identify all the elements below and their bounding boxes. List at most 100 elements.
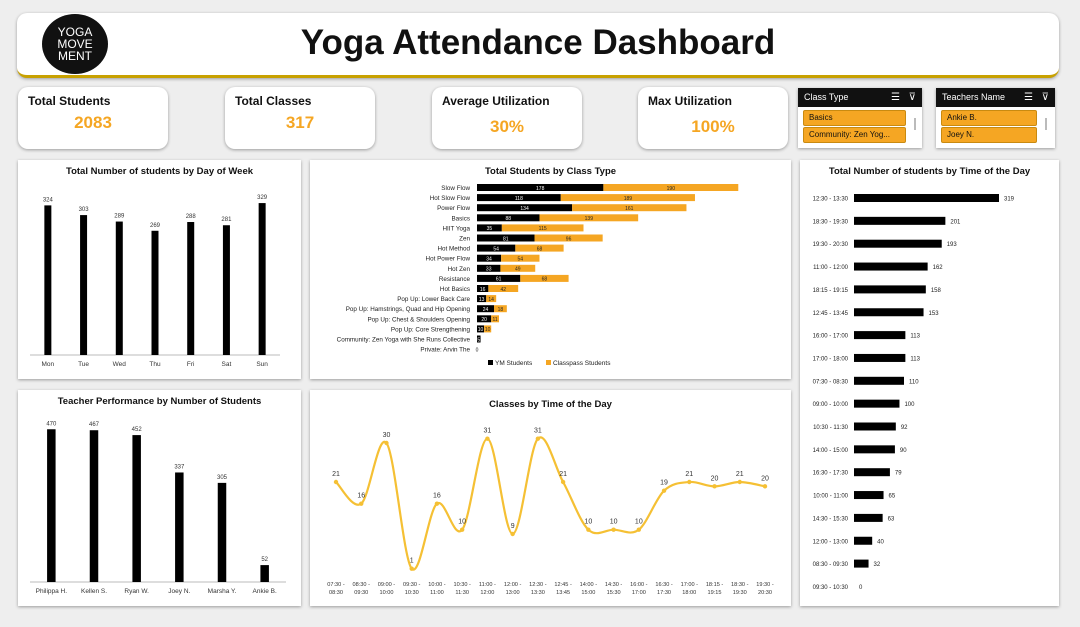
- bar: [854, 376, 904, 385]
- bar: [47, 429, 56, 582]
- category-label: 12:30 - 13:30: [813, 197, 849, 203]
- data-label: 118: [515, 196, 523, 202]
- multi-select-icon[interactable]: ☰: [1024, 92, 1033, 103]
- data-point: [737, 479, 742, 485]
- slicer-scrollbar[interactable]: [1045, 118, 1047, 130]
- data-point: [611, 527, 616, 532]
- tick-label: 18:00: [682, 590, 696, 596]
- tick-label: 12:45 -: [554, 582, 572, 588]
- data-point: [535, 436, 541, 441]
- category-label: Community: Zen Yoga with She Runs Collec…: [337, 337, 471, 344]
- slicer-header: Teachers Name ☰ ⊽: [936, 88, 1055, 107]
- bar: [854, 491, 884, 500]
- data-label: 467: [89, 422, 100, 428]
- data-label: 19: [660, 480, 668, 487]
- data-label: 30: [383, 432, 391, 439]
- data-label: 10: [458, 519, 466, 526]
- data-label: 63: [888, 516, 895, 522]
- tick-label: 14:00 -: [580, 582, 598, 588]
- bar: [151, 230, 159, 355]
- data-label: 54: [493, 246, 499, 252]
- data-label: 319: [1004, 197, 1015, 203]
- bar: [854, 262, 928, 271]
- bar: [854, 239, 942, 248]
- tick-label: Ankie B.: [253, 588, 277, 595]
- bar-segment: [603, 184, 739, 191]
- slicer-item-basics[interactable]: Basics: [803, 110, 906, 126]
- bar-segment: [572, 204, 687, 212]
- chart-title: Classes by Time of the Day: [489, 399, 612, 410]
- tick-label: Thu: [149, 361, 161, 368]
- category-label: Power Flow: [437, 205, 470, 212]
- bar-segment: [477, 224, 502, 232]
- tick-label: 12:30 -: [529, 582, 547, 588]
- tick-label: 19:30 -: [756, 582, 774, 588]
- data-label: 178: [536, 186, 545, 192]
- multi-select-icon[interactable]: ☰: [891, 92, 900, 103]
- kpi-value: 30%: [489, 117, 525, 136]
- bar-segment: [477, 305, 495, 313]
- tick-label: 10:00 -: [428, 582, 446, 588]
- slicer-item-ankie[interactable]: Ankie B.: [941, 110, 1037, 126]
- chart-svg: 324 Mon 303 Tue 289 Wed 269 Thu 288 Fri 281 Sat 329 S…: [30, 195, 280, 368]
- chart-svg: 21 07:30 - 08:30 16 08:30 - 09:30 30 09:00 - 10:…: [327, 428, 774, 596]
- category-label: Private: Arvin The: [420, 347, 470, 354]
- bar-segment: [539, 214, 639, 222]
- bar-segment: [477, 254, 502, 262]
- category-label: 12:00 - 13:00: [813, 539, 849, 545]
- data-label: 190: [667, 186, 676, 192]
- data-label: 158: [931, 288, 942, 294]
- tick-label: Wed: [113, 361, 127, 368]
- slicer-item-joey[interactable]: Joey N.: [941, 127, 1037, 143]
- slicer-item-community[interactable]: Community: Zen Yog...: [803, 127, 906, 143]
- bar: [854, 513, 883, 522]
- tick-label: 12:00 -: [504, 582, 522, 588]
- data-point: [661, 488, 667, 493]
- tick-label: Ryan W.: [124, 588, 149, 595]
- data-label: 269: [150, 223, 161, 229]
- category-label: 10:00 - 11:00: [813, 494, 849, 500]
- data-label: 10: [584, 519, 592, 526]
- slicer-title: Class Type: [804, 92, 849, 102]
- bar-segment: [477, 194, 561, 202]
- kpi-value: 2083: [74, 113, 112, 132]
- bar: [115, 221, 123, 355]
- data-label: 139: [585, 216, 594, 222]
- data-label: 9: [511, 523, 515, 530]
- data-label: 34: [486, 257, 492, 263]
- data-point: [762, 484, 768, 489]
- data-label: 92: [901, 425, 908, 431]
- bar: [854, 285, 926, 294]
- kpi-value: 317: [285, 113, 315, 132]
- tick-label: Philippa H.: [36, 588, 68, 595]
- slicer-teachers-name[interactable]: Teachers Name ☰ ⊽ Ankie B. Joey N.: [936, 88, 1055, 148]
- slicer-scrollbar[interactable]: [914, 118, 916, 130]
- tick-label: 18:30 -: [731, 582, 749, 588]
- bar: [854, 216, 946, 225]
- data-label: 33: [486, 267, 492, 273]
- data-label: 113: [910, 334, 920, 340]
- tick-label: Sat: [222, 361, 232, 368]
- kpi-label: Max Utilization: [648, 94, 733, 108]
- chart-students-by-day: Total Number of students by Day of Week …: [18, 160, 301, 379]
- bar-segment: [477, 184, 604, 191]
- clear-filter-icon[interactable]: ⊽: [1041, 92, 1049, 103]
- tick-label: Sun: [256, 361, 268, 368]
- chart-title: Total Students by Class Type: [484, 166, 617, 177]
- tick-label: 14:30 -: [605, 582, 623, 588]
- clear-filter-icon[interactable]: ⊽: [908, 92, 916, 103]
- data-label: 20: [711, 475, 719, 482]
- category-label: Pop Up: Chest & Shoulders Opening: [367, 316, 470, 323]
- tick-label: 12:00: [480, 590, 494, 596]
- data-label: 21: [736, 471, 744, 478]
- logo-line: MOVE: [57, 37, 93, 51]
- slicer-class-type[interactable]: Class Type ☰ ⊽ Basics Community: Zen Yog…: [798, 88, 922, 148]
- data-label: 21: [685, 471, 693, 478]
- kpi-total-students: Total Students 2083: [18, 87, 168, 149]
- bar-segment: [477, 234, 535, 242]
- data-label: 110: [909, 379, 919, 385]
- bar-segment: [560, 194, 695, 202]
- data-point: [636, 527, 642, 532]
- bar: [854, 536, 873, 545]
- category-label: 16:00 - 17:00: [813, 334, 849, 340]
